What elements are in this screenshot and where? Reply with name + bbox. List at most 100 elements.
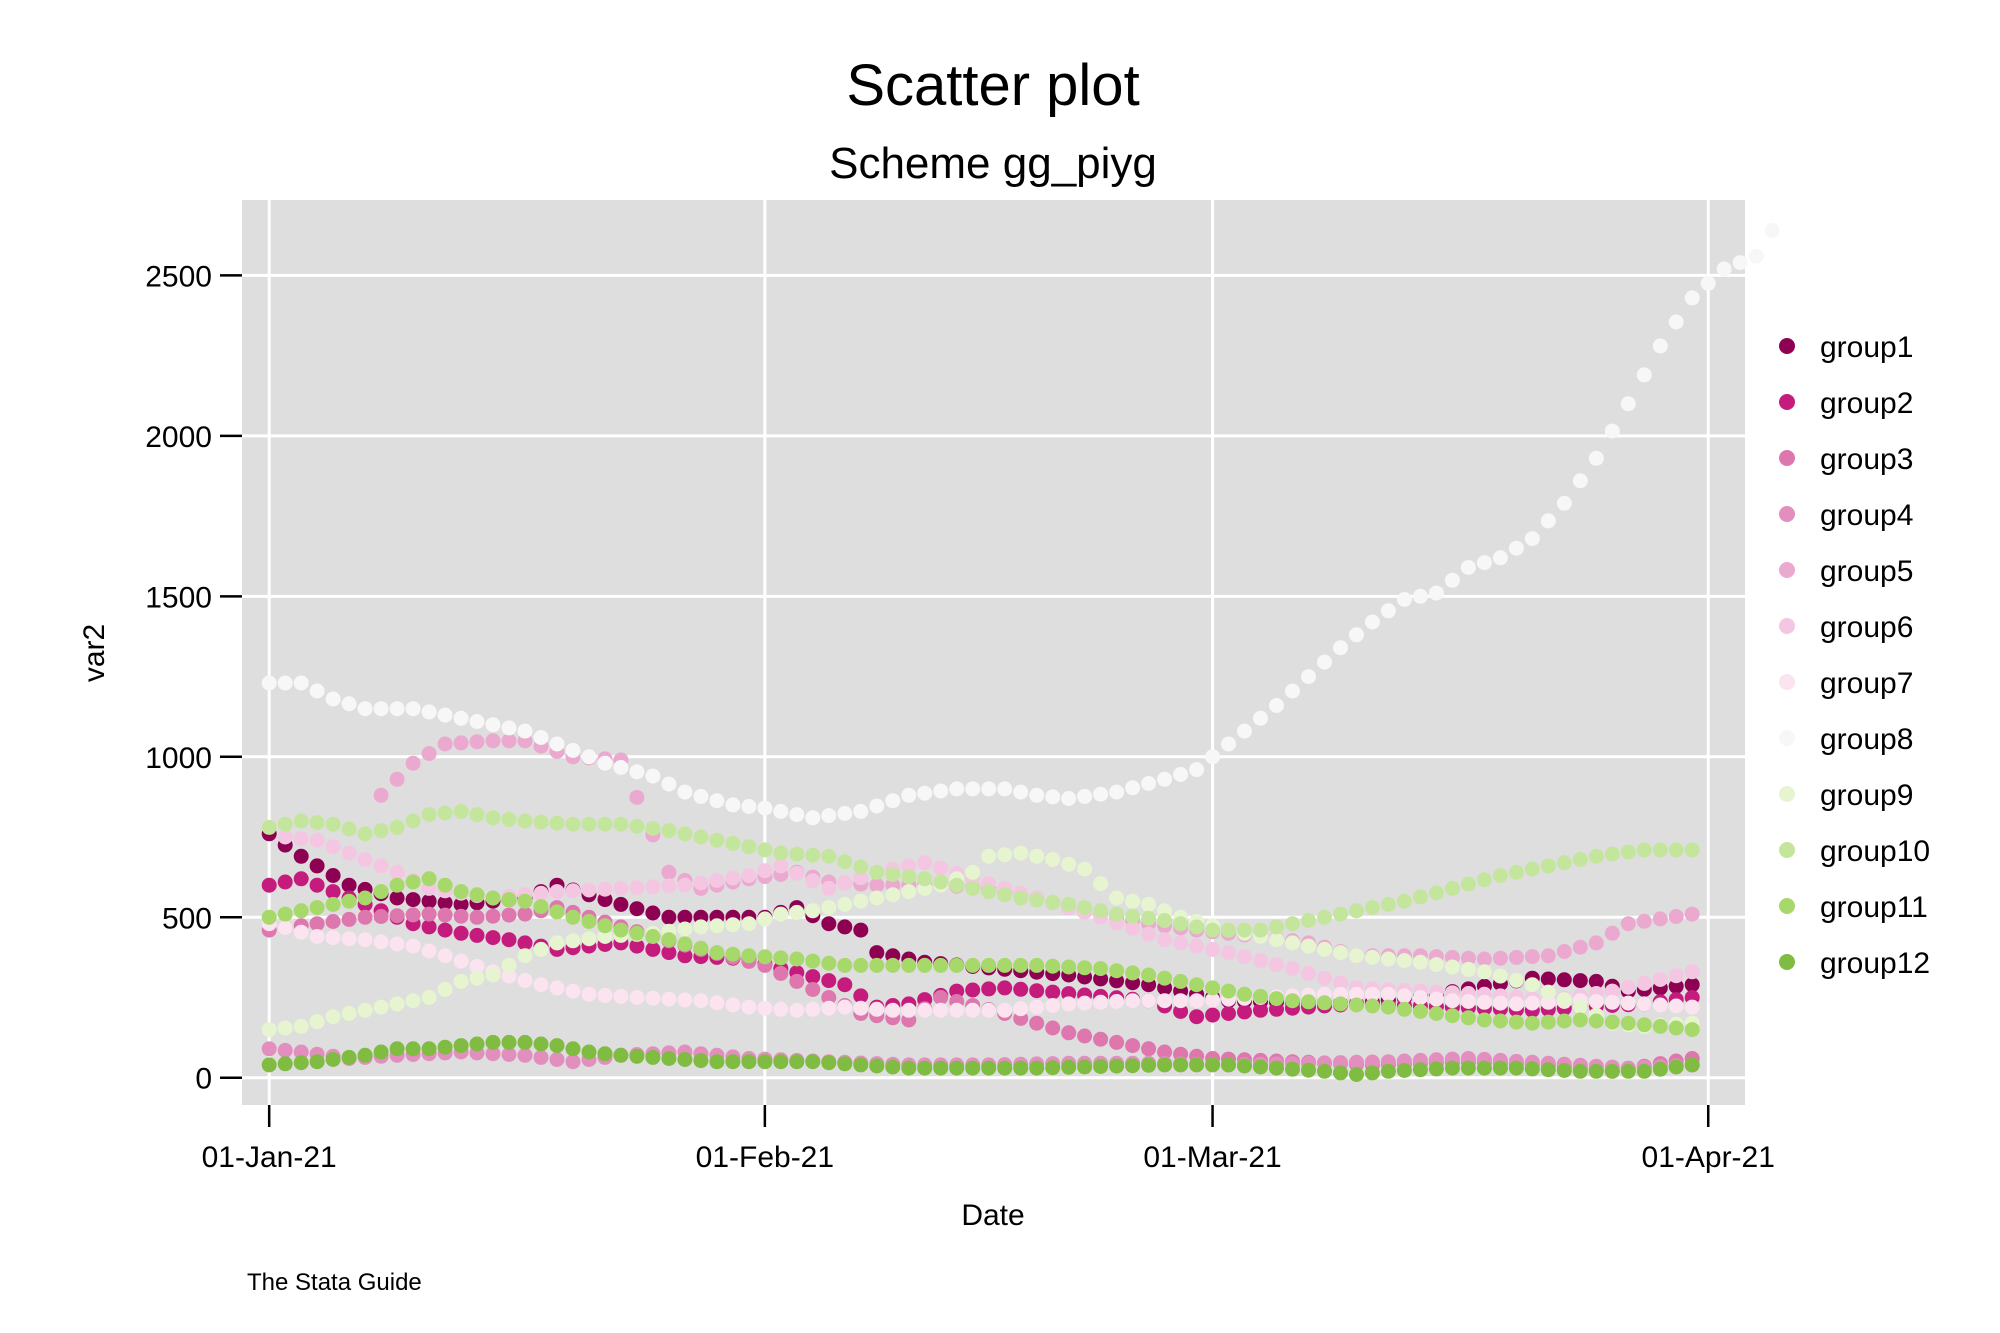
data-point [1205,980,1221,996]
data-point [1396,592,1412,607]
data-point [1364,986,1380,1002]
data-point [373,884,389,900]
data-point [741,799,757,814]
data-point [789,807,805,823]
legend-marker [1779,618,1795,634]
data-point [549,736,565,752]
data-point [1508,864,1524,880]
data-point [693,829,709,845]
data-point [1221,736,1236,752]
data-point [1013,784,1029,800]
data-point [1333,996,1348,1012]
data-point [453,884,469,900]
data-point [421,943,437,959]
data-point [757,800,773,816]
data-point [741,839,757,855]
data-point [853,1057,869,1073]
data-point [1588,1013,1604,1029]
data-point [1684,906,1700,922]
data-point [373,999,389,1015]
data-point [1684,977,1700,993]
data-point [1349,1067,1364,1082]
data-point [1652,972,1668,987]
data-point [933,860,949,876]
data-point [293,831,309,847]
legend-marker [1779,338,1795,354]
data-point [325,914,341,929]
data-point [981,781,997,797]
data-point [997,781,1013,797]
data-point [1237,723,1252,739]
data-point [1077,861,1093,877]
data-point [325,1009,341,1025]
data-point [389,996,405,1012]
data-point [549,815,565,831]
data-point [853,1000,869,1016]
data-point [485,810,501,826]
data-point [501,811,517,827]
data-point [1460,560,1476,575]
data-point [1604,1063,1620,1079]
data-point [645,768,661,784]
data-point [1444,572,1460,588]
data-point [309,832,325,848]
data-point [501,892,517,908]
data-point [933,1060,949,1076]
data-point [1460,994,1476,1009]
data-point [421,871,437,887]
data-point [1380,603,1396,619]
data-point [341,1006,357,1021]
data-point [1668,842,1684,858]
data-point [1684,842,1700,858]
data-point [309,683,325,699]
data-point [421,990,437,1005]
data-point [325,691,341,707]
data-point [533,730,549,745]
data-point [885,1002,901,1018]
data-point [1604,983,1620,999]
data-point [773,1001,789,1017]
data-point [1396,1001,1412,1017]
data-point [1524,995,1540,1011]
data-point [1540,971,1556,987]
data-point [1700,275,1716,291]
data-point [1029,892,1045,908]
data-point [677,784,693,800]
data-point [341,911,357,927]
data-point [469,927,485,943]
data-point [549,1052,565,1067]
data-point [1428,585,1444,601]
data-point [261,1022,277,1038]
data-point [837,854,853,870]
data-point [325,868,341,883]
data-point [405,813,421,829]
data-point [485,967,501,983]
data-point [501,1034,517,1050]
data-point [1652,997,1668,1013]
data-point [437,707,453,723]
data-point [325,896,341,912]
data-point [1508,949,1524,965]
data-point [1428,1061,1444,1077]
data-point [1460,1010,1476,1026]
data-point [517,1047,533,1063]
data-point [1125,1058,1141,1074]
data-point [341,1049,357,1065]
data-point [261,909,277,925]
data-point [453,735,469,751]
data-point [1301,669,1316,685]
data-point [965,781,981,797]
data-point [325,930,341,946]
data-point [1476,1012,1492,1028]
data-point [725,917,741,933]
data-point [1317,654,1332,670]
data-point [629,764,645,780]
data-point [389,877,405,893]
data-point [1333,1055,1348,1071]
data-point [869,890,885,906]
data-point [1380,1063,1396,1079]
data-point [1540,984,1556,1000]
data-point [901,957,917,973]
data-point [405,993,421,1009]
